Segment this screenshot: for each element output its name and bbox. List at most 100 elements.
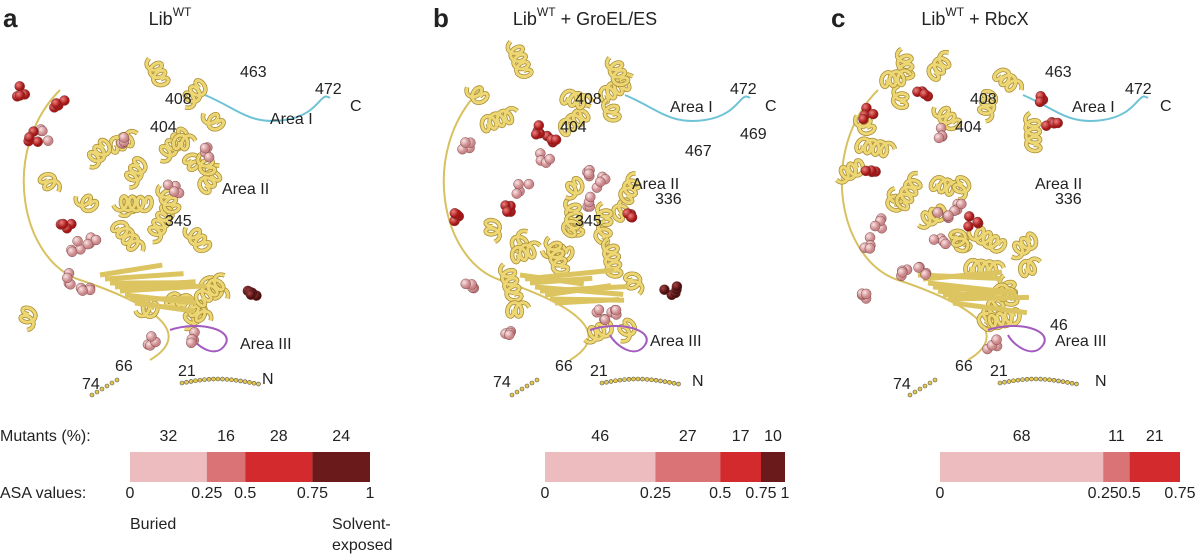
tail-bead xyxy=(653,377,659,383)
tail-bead xyxy=(202,377,207,382)
tail-bead xyxy=(932,377,938,383)
helix xyxy=(952,175,971,202)
residue-sphere xyxy=(42,135,54,146)
tail-bead xyxy=(256,381,261,387)
residue-sphere xyxy=(972,216,983,228)
tail-bead xyxy=(658,378,663,384)
asa-tick-label: 0.5 xyxy=(1118,485,1140,502)
helix xyxy=(498,263,523,302)
helix xyxy=(87,138,112,169)
tail-bead xyxy=(1020,377,1025,382)
residue-label: 408 xyxy=(970,91,997,108)
asa-tick-label: 0 xyxy=(126,485,135,502)
residue-sphere xyxy=(511,188,522,199)
asa-tick-label: 0 xyxy=(541,485,550,502)
structure xyxy=(11,57,331,398)
tail-bead xyxy=(1074,381,1079,387)
asa-tick-label: 0.5 xyxy=(709,485,731,502)
residue-sphere xyxy=(913,262,924,273)
helix xyxy=(112,194,154,213)
helix xyxy=(198,163,222,195)
residue-sphere xyxy=(544,153,555,165)
helix xyxy=(885,186,904,212)
residue-sphere xyxy=(919,88,930,100)
asa-tick-label: 0.25 xyxy=(191,485,222,502)
tail-bead xyxy=(224,377,230,382)
helix xyxy=(932,106,962,131)
area-iii-loop xyxy=(589,324,648,353)
tail-bead xyxy=(109,380,115,386)
helix xyxy=(171,133,197,151)
residue-sphere xyxy=(186,337,197,348)
mutant-percent: 10 xyxy=(764,428,782,445)
helix xyxy=(948,229,970,252)
asa-label: ASA values: xyxy=(0,485,86,502)
helix xyxy=(124,156,147,189)
area-iii-loop xyxy=(987,324,1046,353)
residue-sphere xyxy=(610,304,622,316)
mutants-label: Mutants (%): xyxy=(0,428,91,445)
strand xyxy=(119,283,207,294)
residue-sphere xyxy=(37,125,48,137)
asa-tick-label: 0.25 xyxy=(640,485,671,502)
residue-sphere xyxy=(66,246,78,257)
tail-bead xyxy=(604,379,609,385)
asa-tick-label: 0.75 xyxy=(745,485,776,502)
tail-bead xyxy=(534,377,540,383)
bar-segment xyxy=(130,452,207,482)
panel-title: LibWT xyxy=(149,5,192,29)
residue-sphere xyxy=(593,304,605,315)
strand xyxy=(134,300,196,314)
tail-bead xyxy=(519,386,525,392)
residue-sphere xyxy=(162,179,174,191)
helix xyxy=(506,40,533,79)
tail-bead xyxy=(1042,377,1048,382)
helix xyxy=(194,273,226,308)
residue-sphere xyxy=(671,281,683,292)
strand xyxy=(544,283,612,298)
tail-bead xyxy=(524,383,530,389)
residue-sphere xyxy=(991,334,1002,345)
helix xyxy=(183,78,207,110)
tail-bead xyxy=(1060,379,1066,384)
residue-sphere xyxy=(57,218,69,230)
residue-label: 408 xyxy=(165,91,192,108)
bar-segment xyxy=(940,452,1104,482)
tail-bead xyxy=(114,377,120,383)
residue-label: 345 xyxy=(165,213,192,230)
tail-bead xyxy=(1033,376,1039,382)
tail-bead xyxy=(1029,376,1034,382)
tail-bead xyxy=(247,380,252,385)
mutant-percent: 24 xyxy=(332,428,350,445)
strand xyxy=(529,275,593,286)
residue-label: N xyxy=(1095,373,1107,390)
helix xyxy=(558,103,592,137)
tail-bead xyxy=(1056,378,1061,384)
tail-bead xyxy=(104,383,110,389)
residue-sphere xyxy=(897,267,908,278)
title-sup: WT xyxy=(173,5,192,19)
title-suffix: + RbcX xyxy=(964,9,1029,29)
mutant-percent: 21 xyxy=(1146,428,1164,445)
helix xyxy=(183,227,212,253)
residue-label: Area I xyxy=(1072,99,1115,116)
residue-label: Area III xyxy=(240,336,292,353)
tail-bead xyxy=(997,380,1003,386)
title-suffix: + GroEL/ES xyxy=(556,9,658,29)
helix xyxy=(564,176,584,200)
residue-sphere xyxy=(460,137,471,148)
strand xyxy=(947,294,1029,302)
title-sup: WT xyxy=(537,5,556,19)
residue-sphere xyxy=(62,272,73,284)
title-base: Lib xyxy=(921,9,945,29)
residue-sphere xyxy=(72,235,83,247)
bar-segment xyxy=(720,452,761,482)
tail-bead xyxy=(1047,377,1052,383)
tail-bead xyxy=(233,377,239,383)
tail-bead xyxy=(922,383,928,389)
strand xyxy=(922,269,1003,282)
tail-bead xyxy=(1069,380,1075,386)
helix xyxy=(601,98,622,122)
helix xyxy=(156,184,181,214)
